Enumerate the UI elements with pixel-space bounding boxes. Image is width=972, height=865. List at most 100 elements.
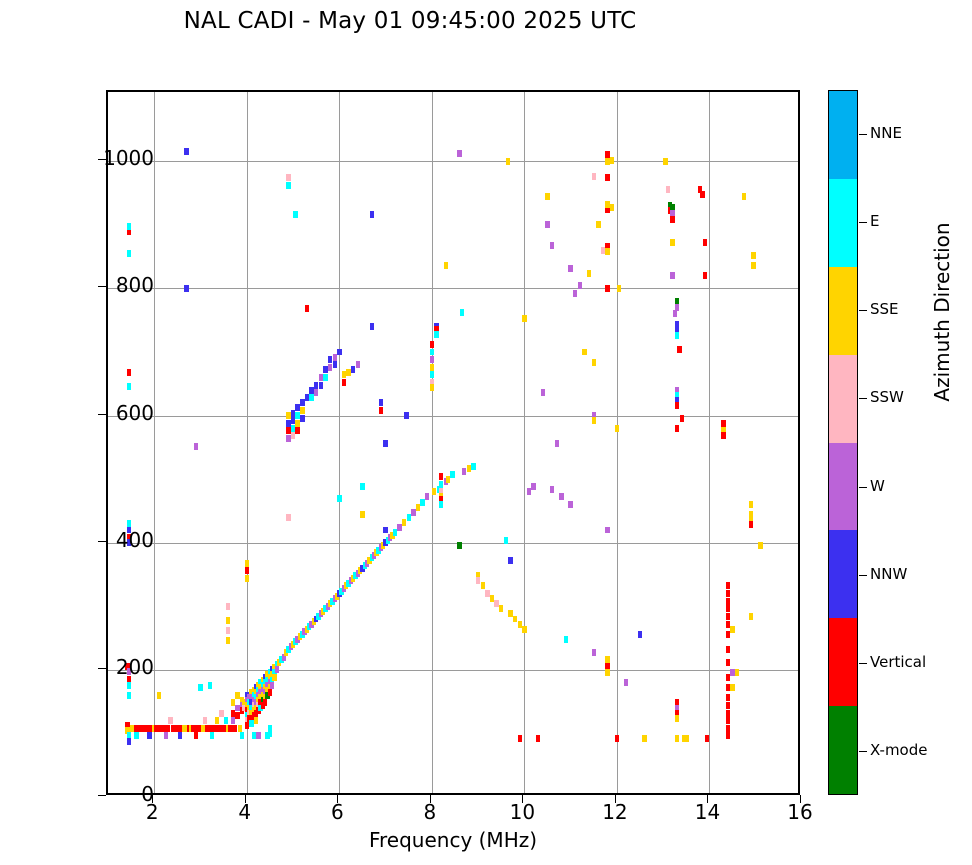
echo-point: [272, 663, 277, 671]
y-tick-mark: [98, 286, 106, 288]
echo-point: [462, 468, 467, 475]
echo-point: [748, 612, 754, 620]
echo-point: [246, 714, 252, 722]
echo-point: [698, 185, 703, 193]
echo-point: [138, 724, 143, 732]
echo-point: [443, 478, 448, 486]
echo-point: [725, 684, 731, 692]
echo-point: [244, 722, 249, 730]
echo-point: [270, 671, 275, 679]
echo-point: [226, 626, 231, 634]
echo-point: [126, 732, 131, 740]
echo-point: [429, 348, 435, 356]
echo-point: [290, 424, 296, 432]
gridline-horizontal: [108, 542, 798, 544]
echo-point: [126, 668, 131, 676]
colorbar-label: W: [870, 476, 885, 495]
echo-point: [251, 701, 256, 709]
echo-point: [725, 709, 731, 717]
echo-point: [605, 206, 610, 214]
echo-point: [286, 646, 291, 653]
colorbar-segment-x-mode[interactable]: [829, 706, 857, 794]
echo-point: [286, 412, 291, 420]
echo-point: [256, 691, 261, 699]
echo-point: [200, 724, 206, 732]
gridline-horizontal: [108, 669, 798, 671]
echo-point: [256, 686, 261, 694]
x-tick-mark: [522, 795, 524, 803]
colorbar[interactable]: [828, 90, 858, 795]
echo-point: [348, 577, 354, 585]
echo-point: [508, 557, 513, 564]
echo-point: [355, 361, 361, 369]
echo-point: [674, 320, 680, 328]
echo-point: [286, 173, 291, 181]
echo-point: [605, 656, 610, 664]
echo-point: [265, 691, 270, 699]
colorbar-segment-nnw[interactable]: [829, 530, 857, 619]
echo-point: [667, 202, 673, 210]
echo-point: [177, 732, 182, 740]
echo-point: [674, 386, 680, 394]
echo-point: [517, 735, 522, 742]
echo-point: [381, 541, 386, 549]
echo-point: [309, 386, 314, 394]
x-tick-mark: [337, 795, 339, 803]
colorbar-segment-ssw[interactable]: [829, 354, 857, 443]
echo-point: [265, 671, 270, 679]
colorbar-title: Azimuth Direction: [930, 222, 954, 402]
echo-point: [134, 732, 139, 740]
echo-point: [600, 246, 606, 254]
echo-point: [202, 717, 208, 725]
gridline-vertical: [524, 92, 526, 793]
echo-point: [438, 480, 444, 488]
echo-point: [376, 546, 381, 554]
echo-point: [265, 732, 270, 740]
echo-point: [286, 434, 291, 442]
echo-point: [253, 709, 259, 717]
echo-point: [438, 473, 444, 481]
echo-point: [725, 701, 731, 709]
echo-point: [369, 211, 374, 219]
gridline-vertical: [154, 92, 156, 793]
echo-point: [286, 427, 291, 435]
echo-point: [323, 366, 328, 374]
colorbar-segment-nne[interactable]: [829, 91, 857, 179]
echo-point: [309, 620, 314, 628]
echo-point: [126, 227, 131, 235]
echo-point: [605, 157, 610, 165]
echo-point: [253, 699, 259, 707]
colorbar-segment-vertical[interactable]: [829, 618, 857, 707]
echo-point: [239, 696, 245, 704]
colorbar-segment-w[interactable]: [829, 442, 857, 531]
echo-point: [573, 290, 578, 297]
echo-point: [133, 724, 138, 732]
gridline-vertical: [339, 92, 341, 793]
echo-point: [320, 607, 326, 615]
echo-point: [193, 442, 199, 450]
echo-point: [367, 557, 372, 564]
echo-point: [251, 686, 256, 694]
echo-point: [670, 216, 675, 224]
colorbar-segment-e[interactable]: [829, 178, 857, 267]
echo-point: [436, 485, 441, 493]
echo-point: [425, 493, 430, 501]
echo-point: [300, 406, 305, 414]
y-tick-mark: [98, 540, 106, 542]
echo-point: [684, 735, 689, 742]
echo-point: [226, 724, 231, 732]
echo-point: [265, 686, 270, 694]
echo-point: [318, 381, 324, 389]
echo-point: [279, 656, 284, 664]
echo-point: [429, 340, 435, 348]
echo-point: [704, 735, 710, 742]
echo-point: [332, 353, 337, 361]
echo-point: [545, 193, 550, 201]
colorbar-segment-sse[interactable]: [829, 266, 857, 355]
colorbar-tick: [859, 750, 867, 752]
gridline-horizontal: [108, 161, 798, 163]
echo-point: [429, 371, 435, 379]
echo-point: [258, 694, 263, 702]
echo-point: [554, 440, 559, 448]
echo-point: [300, 630, 305, 638]
